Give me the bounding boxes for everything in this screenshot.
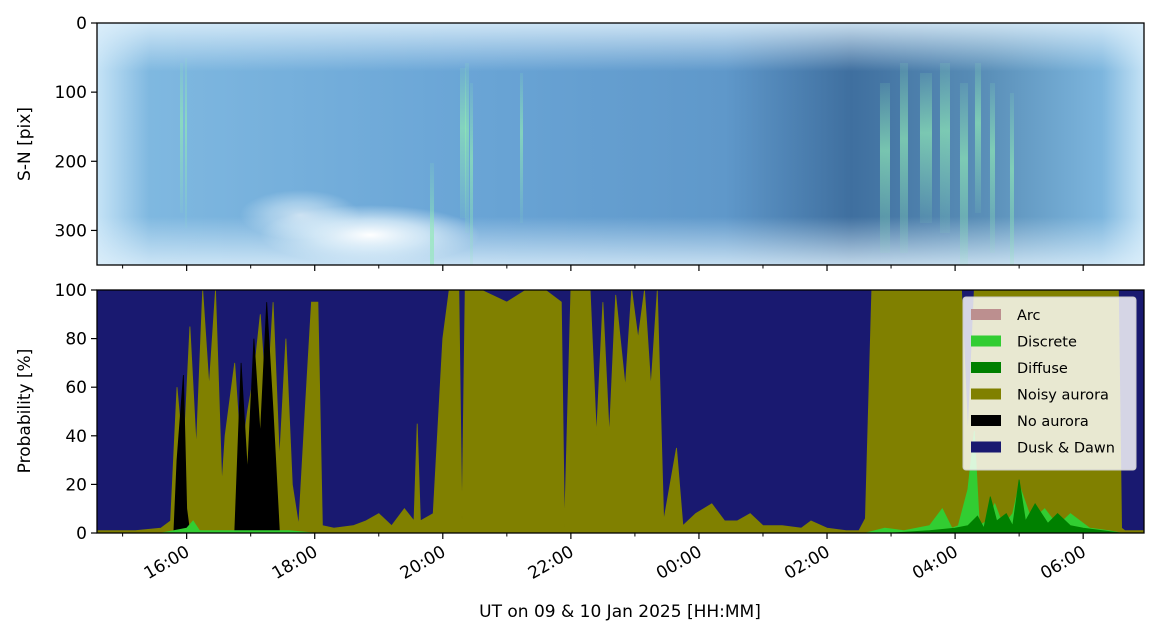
aurora-streak	[990, 83, 995, 253]
probability-frame	[96, 289, 1145, 534]
y-tick-label: 100	[55, 281, 87, 301]
legend-label-no-aurora: No aurora	[1017, 414, 1089, 430]
x-tick-label: 06:00	[1037, 542, 1089, 584]
diffuse-series	[891, 479, 1122, 533]
legend-label-diffuse: Diffuse	[1017, 361, 1068, 377]
keogram-y-axis-label: S-N [pix]	[15, 107, 35, 181]
probability-panel: 0 20 40 60 80 100 16:00 18:00 20:00 22:00 00:00 02…	[15, 281, 1145, 622]
legend-swatch-diffuse	[971, 362, 1001, 373]
legend-swatch-arc	[971, 309, 1001, 320]
x-tick-label: 20:00	[397, 542, 449, 584]
legend-box	[962, 296, 1137, 471]
aurora-streak	[1010, 93, 1014, 265]
y-tick-label: 0	[76, 14, 87, 34]
legend-label-discrete: Discrete	[1017, 335, 1077, 351]
legend-swatch-no-aurora	[971, 415, 1001, 426]
aurora-streak	[465, 63, 469, 233]
y-tick-label: 40	[65, 427, 87, 447]
x-tick-label: 18:00	[269, 542, 321, 584]
probability-y-axis-label: Probability [%]	[15, 349, 35, 474]
y-tick-label: 0	[76, 524, 87, 544]
y-tick-label: 80	[65, 330, 87, 350]
legend-swatch-dusk-dawn	[971, 441, 1001, 453]
aurora-streak	[900, 63, 908, 253]
no-aurora-series	[173, 302, 280, 533]
legend-label-arc: Arc	[1017, 308, 1041, 324]
legend: Arc Discrete Diffuse Noisy aurora No aurora D…	[962, 296, 1137, 471]
aurora-streak	[470, 83, 473, 265]
legend-label-dusk-dawn: Dusk & Dawn	[1017, 441, 1115, 457]
x-tick-label: 16:00	[141, 542, 193, 584]
aurora-streak	[520, 73, 523, 223]
aurora-streak	[180, 63, 183, 213]
y-tick-label: 100	[55, 83, 87, 103]
legend-swatch-noisy-aurora	[971, 388, 1001, 400]
aurora-streak	[940, 63, 950, 233]
keogram-panel: 0 100 200 300 S-N [pix]	[15, 14, 1145, 271]
legend-label-noisy-aurora: Noisy aurora	[1017, 388, 1109, 404]
y-tick-label: 20	[65, 475, 87, 495]
x-tick-label: 04:00	[909, 542, 961, 584]
aurora-streak	[880, 83, 890, 253]
keogram-image	[97, 23, 1144, 265]
aurora-streak	[185, 58, 187, 228]
x-tick-label: 22:00	[525, 542, 577, 584]
noisy-aurora-series	[97, 290, 1144, 533]
x-tick-label: 02:00	[781, 542, 833, 584]
aurora-streak	[975, 63, 981, 213]
x-tick-label: 00:00	[653, 542, 705, 584]
legend-swatch-discrete	[971, 335, 1001, 347]
keogram-frame	[96, 22, 1145, 266]
aurora-streak	[920, 73, 932, 223]
y-tick-label: 200	[55, 152, 87, 172]
aurora-streak	[460, 68, 466, 218]
aurora-streak	[960, 83, 968, 265]
y-tick-label: 60	[65, 378, 87, 398]
y-tick-label: 300	[55, 221, 87, 241]
aurora-streak	[430, 163, 434, 265]
time-x-axis-label: UT on 09 & 10 Jan 2025 [HH:MM]	[479, 602, 761, 622]
